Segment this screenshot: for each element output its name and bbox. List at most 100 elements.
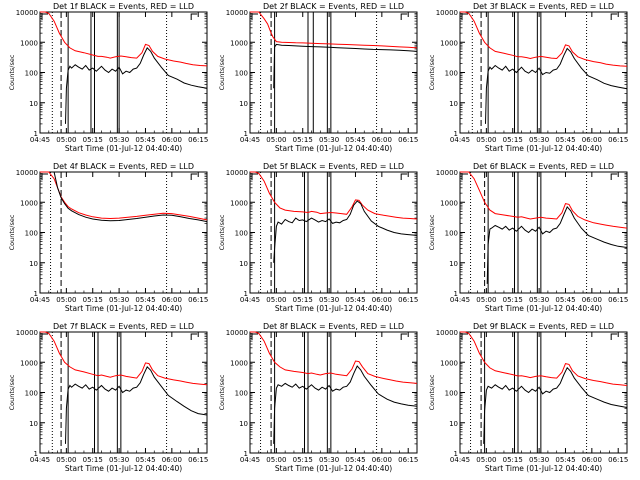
y-tick-label: 10 (29, 100, 38, 108)
x-tick-label: 06:15 (398, 136, 418, 144)
x-axis-label: Start Time (01-Jul-12 04:40:40) (65, 144, 182, 153)
x-tick-label: 04:45 (30, 136, 50, 144)
y-tick-label: 10 (239, 100, 248, 108)
y-tick-label: 1000 (230, 39, 248, 47)
y-tick-label: 1000 (230, 359, 248, 367)
x-tick-label: 05:30 (319, 456, 339, 464)
x-tick-label: 05:45 (555, 296, 575, 304)
panel-title: Det 2f BLACK = Events, RED = LLD (263, 2, 404, 11)
y-tick-label: 100 (25, 230, 38, 238)
corner-marker (41, 173, 48, 180)
y-axis-label: Counts/sec (428, 374, 436, 410)
x-tick-label: 06:00 (582, 456, 602, 464)
y-axis-label: Counts/sec (8, 374, 16, 410)
x-tick-label: 05:45 (135, 296, 155, 304)
corner-marker (400, 13, 408, 20)
corner-marker (610, 13, 618, 20)
y-tick-label: 100 (25, 70, 38, 78)
plot-frame (39, 11, 208, 134)
y-tick-label: 10000 (226, 329, 248, 337)
y-tick-label: 10 (29, 260, 38, 268)
lld-series-line (40, 171, 208, 221)
x-tick-label: 06:15 (188, 136, 208, 144)
corner-marker (461, 173, 468, 180)
y-tick-label: 100 (445, 390, 458, 398)
x-tick-label: 05:45 (345, 456, 365, 464)
x-tick-label: 06:00 (372, 136, 392, 144)
y-tick-label: 100 (25, 390, 38, 398)
x-tick-label: 05:15 (293, 136, 313, 144)
y-tick-label: 10 (29, 420, 38, 428)
x-tick-label: 04:45 (240, 456, 260, 464)
panel-det-6: Det 6f BLACK = Events, RED = LLD 1 10 100 10… (428, 162, 628, 313)
y-tick-label: 10000 (436, 9, 458, 17)
x-tick-label: 05:45 (555, 456, 575, 464)
y-tick-label: 1000 (20, 359, 38, 367)
events-series-line (273, 43, 418, 89)
corner-marker (461, 13, 468, 20)
lld-series-line (460, 171, 628, 229)
x-tick-label: 05:30 (529, 136, 549, 144)
events-series-line (485, 47, 628, 124)
y-tick-label: 10 (239, 420, 248, 428)
x-tick-label: 05:30 (319, 296, 339, 304)
x-tick-label: 05:15 (293, 456, 313, 464)
x-tick-label: 05:00 (266, 136, 286, 144)
corner-marker (610, 173, 618, 180)
panel-det-9: Det 9f BLACK = Events, RED = LLD 1 10 100 10… (428, 322, 628, 473)
x-tick-label: 05:45 (345, 136, 365, 144)
x-tick-label: 04:45 (240, 296, 260, 304)
x-axis-label: Start Time (01-Jul-12 04:40:40) (485, 144, 602, 153)
x-tick-label: 05:00 (56, 296, 76, 304)
corner-marker (610, 333, 618, 340)
y-tick-label: 1 (34, 290, 38, 298)
panel-det-7: Det 7f BLACK = Events, RED = LLD 1 10 100 10… (8, 322, 208, 473)
events-series-line (273, 365, 418, 444)
panel-title: Det 3f BLACK = Events, RED = LLD (473, 2, 614, 11)
y-axis-label: Counts/sec (8, 54, 16, 90)
x-tick-label: 05:15 (503, 296, 523, 304)
x-tick-label: 06:15 (398, 456, 418, 464)
y-tick-label: 1 (34, 450, 38, 458)
x-tick-label: 05:45 (345, 296, 365, 304)
panel-det-4: Det 4f BLACK = Events, RED = LLD 1 10 100 10… (8, 162, 208, 313)
y-tick-label: 1000 (230, 199, 248, 207)
panel-det-5: Det 5f BLACK = Events, RED = LLD 1 10 100 10… (218, 162, 418, 313)
y-tick-label: 100 (235, 390, 248, 398)
lld-series-line (250, 171, 418, 220)
x-tick-label: 04:45 (30, 456, 50, 464)
y-tick-label: 10 (449, 100, 458, 108)
plot-frame (39, 331, 208, 454)
lld-series-line (250, 11, 418, 49)
lld-series-line (460, 11, 628, 67)
x-axis-label: Start Time (01-Jul-12 04:40:40) (485, 304, 602, 313)
x-tick-label: 05:15 (83, 136, 103, 144)
y-tick-label: 100 (235, 230, 248, 238)
x-tick-label: 05:00 (56, 456, 76, 464)
x-tick-label: 05:00 (476, 136, 496, 144)
y-tick-label: 1 (244, 130, 248, 138)
y-tick-label: 100 (235, 70, 248, 78)
x-tick-label: 05:00 (56, 136, 76, 144)
x-tick-label: 06:15 (188, 296, 208, 304)
x-tick-label: 04:45 (450, 456, 470, 464)
x-tick-label: 05:30 (529, 456, 549, 464)
y-tick-label: 1 (34, 130, 38, 138)
x-tick-label: 06:00 (582, 296, 602, 304)
panel-det-1: Det 1f BLACK = Events, RED = LLD 1 10 100 10… (8, 2, 208, 153)
panel-title: Det 8f BLACK = Events, RED = LLD (263, 322, 404, 331)
y-tick-label: 1 (244, 450, 248, 458)
y-tick-label: 10000 (16, 169, 38, 177)
lld-series-line (40, 331, 208, 386)
corner-marker (190, 173, 198, 180)
x-axis-label: Start Time (01-Jul-12 04:40:40) (65, 464, 182, 473)
x-tick-label: 06:00 (372, 456, 392, 464)
x-tick-label: 06:00 (162, 456, 182, 464)
y-tick-label: 10000 (436, 329, 458, 337)
y-axis-label: Counts/sec (218, 54, 226, 90)
x-axis-label: Start Time (01-Jul-12 04:40:40) (275, 464, 392, 473)
x-tick-label: 05:45 (135, 456, 155, 464)
panel-title: Det 5f BLACK = Events, RED = LLD (263, 162, 404, 171)
x-tick-label: 04:45 (450, 296, 470, 304)
x-tick-label: 05:30 (109, 296, 129, 304)
